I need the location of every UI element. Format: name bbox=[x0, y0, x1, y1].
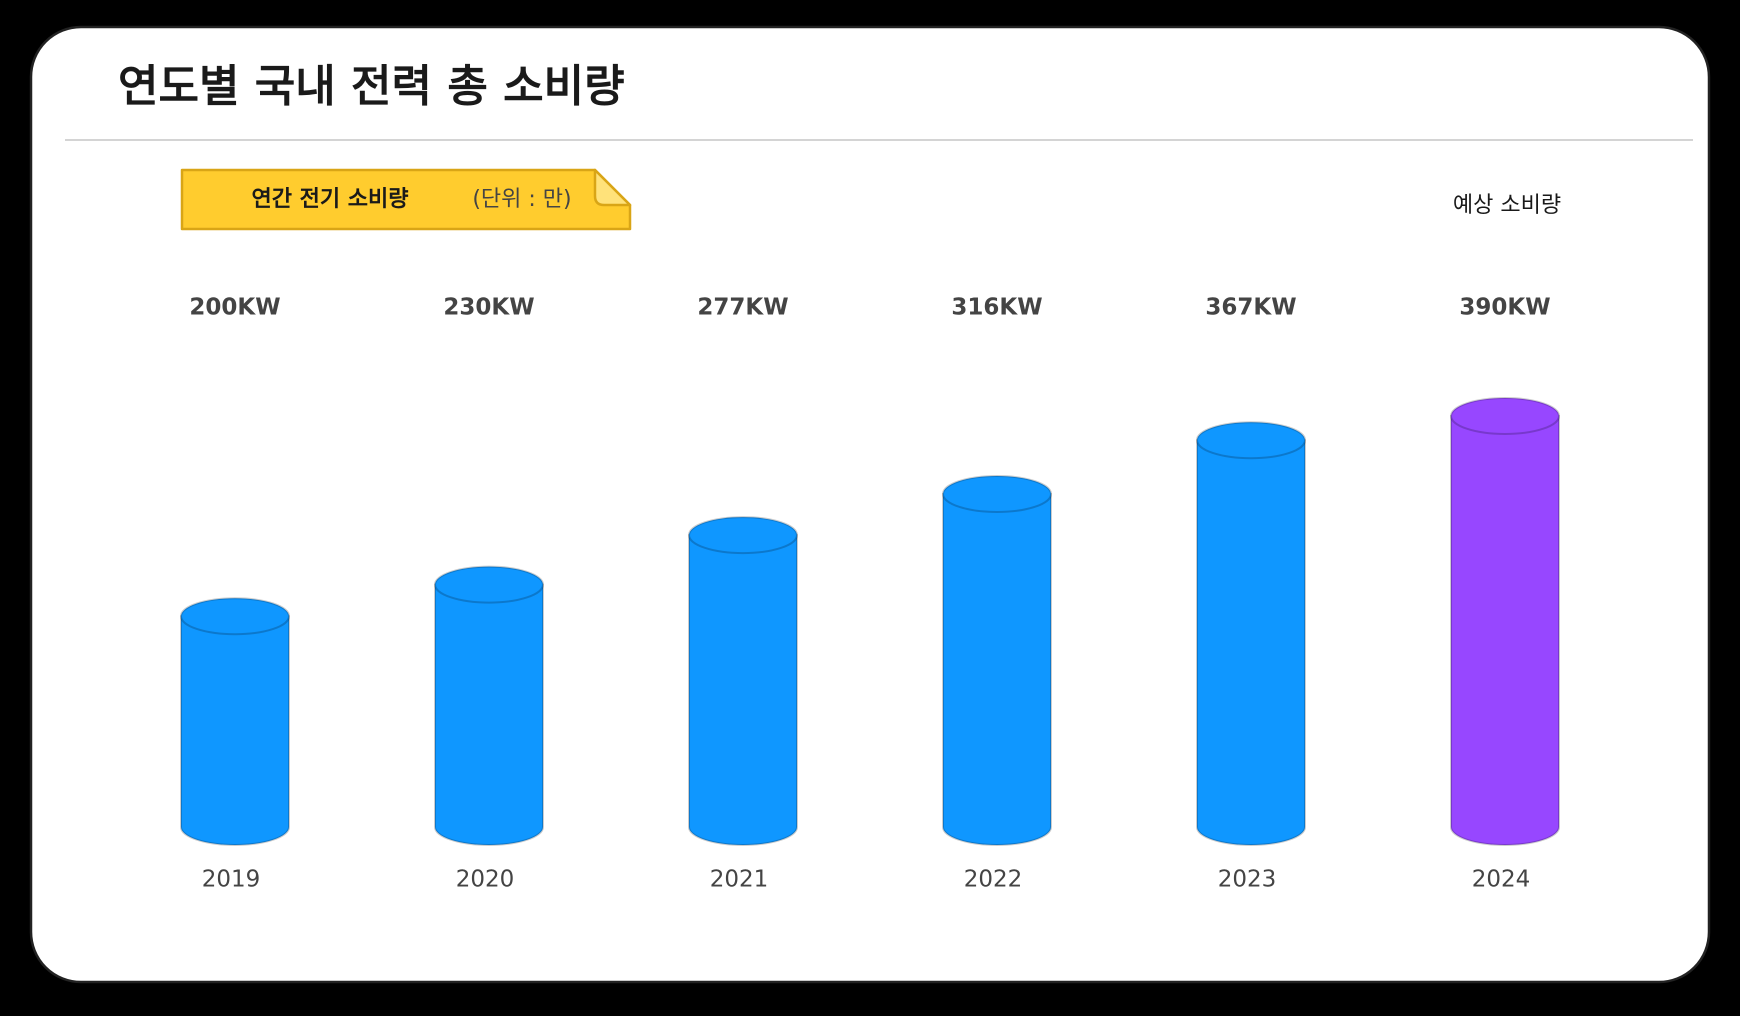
bar bbox=[434, 583, 544, 846]
bar-top bbox=[942, 474, 1052, 513]
value-label: 200KW bbox=[189, 295, 280, 321]
bar-top bbox=[1450, 397, 1560, 435]
x-tick-label: 2022 bbox=[964, 867, 1023, 893]
legend-label: 연간 전기 소비량 bbox=[252, 187, 409, 212]
bar-top bbox=[1196, 421, 1306, 460]
legend-fold bbox=[593, 168, 632, 207]
bar bbox=[1196, 439, 1306, 846]
bar-top bbox=[180, 597, 290, 636]
bar-top bbox=[434, 565, 544, 604]
annotation: 예상 소비량 bbox=[1453, 193, 1561, 218]
value-label: 316KW bbox=[951, 295, 1042, 321]
bar bbox=[942, 492, 1052, 846]
unit-note: (단위 : 만) bbox=[472, 187, 571, 212]
bar bbox=[688, 534, 798, 846]
x-tick-label: 2023 bbox=[1218, 867, 1277, 893]
legend-box bbox=[180, 168, 632, 231]
x-tick-label: 2020 bbox=[456, 867, 515, 893]
value-label: 367KW bbox=[1205, 295, 1296, 321]
x-tick-label: 2019 bbox=[202, 867, 261, 893]
chart-title: 연도별 국내 전력 총 소비량 bbox=[118, 61, 625, 112]
bar bbox=[1450, 415, 1560, 846]
value-label: 230KW bbox=[443, 295, 534, 321]
x-tick-label: 2024 bbox=[1472, 867, 1531, 893]
x-tick-label: 2021 bbox=[710, 867, 769, 893]
bar-top bbox=[688, 516, 798, 555]
value-label: 277KW bbox=[697, 295, 788, 321]
bar bbox=[180, 615, 290, 846]
value-label: 390KW bbox=[1459, 295, 1550, 321]
